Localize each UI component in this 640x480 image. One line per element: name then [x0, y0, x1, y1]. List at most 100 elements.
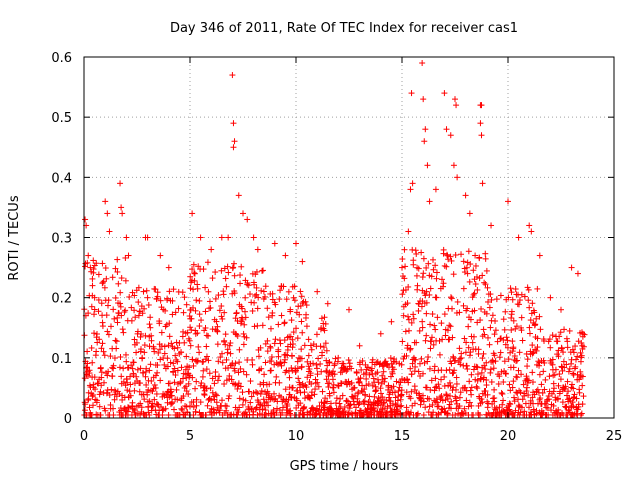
data-point	[478, 305, 485, 312]
data-point	[465, 323, 472, 330]
data-point	[478, 132, 485, 139]
data-point	[365, 381, 372, 388]
data-point	[436, 337, 443, 344]
data-point	[420, 411, 427, 418]
data-point	[448, 257, 455, 264]
data-point	[424, 162, 431, 169]
data-point	[172, 352, 179, 359]
data-point	[222, 275, 229, 282]
data-point	[450, 271, 457, 278]
data-point	[101, 379, 108, 386]
data-point	[468, 391, 475, 398]
data-point	[151, 348, 158, 355]
data-point	[516, 349, 523, 356]
data-point	[491, 398, 498, 405]
data-point	[227, 340, 234, 347]
data-point	[452, 96, 458, 103]
data-point	[517, 409, 524, 416]
data-point	[104, 210, 111, 217]
data-point	[192, 385, 199, 392]
data-point	[541, 386, 548, 393]
data-point	[224, 346, 231, 353]
data-point	[194, 330, 201, 337]
data-point	[524, 284, 531, 291]
data-point	[115, 280, 122, 287]
data-point	[461, 405, 468, 412]
data-point	[458, 350, 465, 357]
data-point	[190, 261, 197, 268]
data-point	[158, 329, 165, 336]
data-point	[171, 345, 178, 352]
data-point	[441, 311, 448, 318]
data-point	[517, 389, 524, 396]
data-point	[187, 285, 194, 292]
data-point	[427, 321, 434, 328]
data-point	[472, 281, 479, 288]
data-point	[446, 379, 453, 386]
data-point	[280, 283, 287, 290]
data-point	[514, 357, 521, 364]
data-point	[287, 333, 294, 340]
data-point	[156, 346, 163, 353]
data-point	[418, 397, 425, 404]
data-point	[482, 250, 489, 257]
data-point	[243, 334, 250, 341]
data-point	[480, 350, 487, 357]
data-point	[462, 384, 469, 391]
data-point	[363, 375, 370, 382]
data-point	[530, 349, 537, 356]
data-point	[467, 261, 474, 268]
data-point	[152, 286, 159, 293]
data-point	[93, 348, 100, 355]
data-point	[466, 399, 473, 406]
data-point	[404, 342, 411, 349]
data-point	[458, 251, 465, 258]
data-point	[151, 381, 158, 388]
data-point	[546, 336, 553, 343]
data-point	[297, 381, 304, 388]
data-point	[457, 361, 464, 368]
data-point	[430, 341, 437, 348]
data-point	[499, 390, 506, 397]
data-point	[215, 292, 222, 299]
data-point	[443, 392, 450, 399]
data-point	[271, 396, 278, 403]
data-point	[430, 409, 437, 416]
data-point	[277, 340, 284, 347]
data-point	[374, 397, 381, 404]
data-point	[265, 314, 272, 321]
data-point	[199, 373, 206, 380]
data-point	[524, 356, 531, 363]
data-point	[495, 381, 502, 388]
data-point	[207, 304, 214, 311]
data-point	[127, 381, 134, 388]
data-point	[165, 264, 172, 271]
data-point	[326, 380, 333, 387]
data-point	[250, 234, 257, 241]
data-point	[503, 334, 510, 341]
data-point	[262, 293, 269, 300]
data-point	[216, 407, 223, 414]
data-point	[225, 269, 232, 276]
data-point	[103, 312, 110, 319]
data-point	[527, 317, 534, 324]
data-point	[460, 302, 467, 309]
data-point	[444, 327, 451, 334]
data-point	[556, 333, 563, 340]
data-point	[203, 343, 210, 350]
data-point	[470, 366, 477, 373]
data-point	[141, 349, 148, 356]
data-point	[577, 349, 584, 356]
data-point	[91, 330, 98, 337]
data-point	[467, 349, 474, 356]
data-point	[308, 380, 315, 387]
data-point	[98, 300, 105, 307]
data-point	[427, 386, 434, 393]
data-point	[275, 353, 282, 360]
data-point	[181, 294, 188, 301]
data-point	[416, 327, 423, 334]
data-point	[242, 397, 249, 404]
data-point	[94, 339, 101, 346]
data-point	[85, 389, 92, 396]
data-point	[529, 369, 536, 376]
